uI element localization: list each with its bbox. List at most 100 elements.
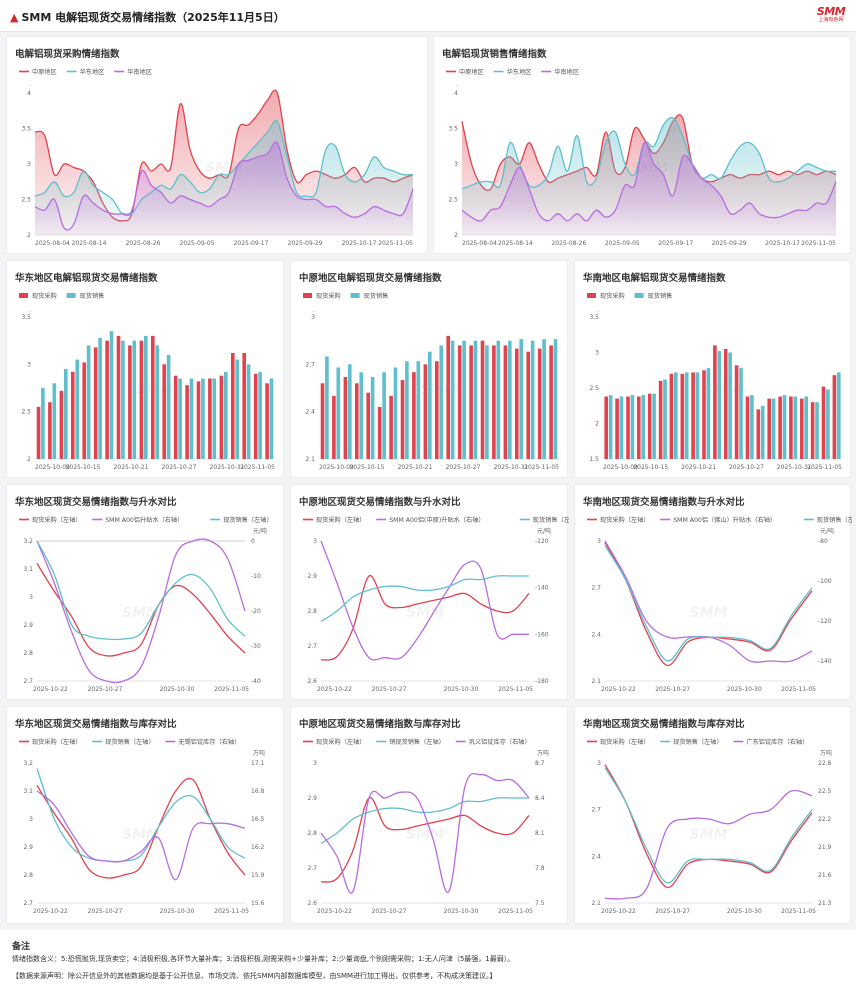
y-tick-label: 3 (311, 314, 315, 321)
x-tick-label: 2025-10-09 (603, 464, 638, 471)
series-line (320, 540, 529, 661)
x-tick-label: 2025-10-15 (633, 464, 668, 471)
bar-sales (336, 367, 341, 459)
bar-sales (630, 395, 635, 459)
bar-sales (553, 339, 558, 459)
legend-label: 现货销售（左轴） (673, 738, 723, 746)
x-tick-label: 2025-10-22 (601, 686, 636, 693)
chart-title: 华东地区现货交易情绪指数与升水对比 (15, 497, 177, 508)
legend-label: 现货销售（左轴） (105, 738, 155, 746)
bar-purchase (105, 340, 109, 459)
y-tick-label: 3.1 (23, 788, 33, 795)
bar-sales (224, 371, 228, 459)
bar-sales (86, 345, 91, 459)
y-tick-label: 2.8 (307, 830, 317, 837)
chart-panel-central-bar: 中原地区电解铝现货交易情绪指数 现货采购 现货销售 - 2.1 2.4 2.7 3 2025-… (290, 260, 568, 478)
legend-label: 华南地区 (554, 68, 579, 76)
bar-purchase (71, 371, 75, 459)
x-tick-label: 2025-10-30 (160, 908, 195, 915)
legend-label: 现货销售（左轴） (223, 516, 273, 524)
chart-svg: 现货采购（左轴） SMM A00铝（佛山）升贴水（右轴） 现货销售（左轴） 2.1 2.… (587, 516, 852, 693)
bar-purchase (821, 386, 826, 459)
y-tick-label: 2.6 (307, 678, 317, 685)
x-tick-label: 2025-10-27 (655, 908, 690, 915)
chart-title: 中原地区现货交易情绪指数与库存对比 (299, 719, 461, 730)
y-tick-label: 3.1 (23, 566, 33, 573)
legend-label: 现货销售（左轴） (533, 516, 569, 524)
bar-purchase (457, 345, 462, 459)
bar-purchase (446, 335, 450, 459)
y-tick-label: 2.9 (23, 844, 33, 851)
bar-sales (519, 339, 523, 459)
series-area (35, 141, 413, 235)
x-tick-label: 2025-10-31 (210, 464, 245, 471)
y2-tick-label: 22.5 (818, 788, 832, 795)
y2-tick-label: 21.3 (818, 900, 832, 907)
x-tick-label: 2025-08-14 (72, 240, 107, 247)
y-tick-label: 3 (454, 161, 458, 168)
bar-purchase (423, 364, 428, 459)
page-title: ▲ SMM 电解铝现货交易情绪指数（2025年11月5日） (10, 9, 285, 25)
chart-panel-central-inventory: 中原地区现货交易情绪指数与库存对比 现货采购（左轴） 销现货销售（左轴） 巩义铝锭库… (290, 706, 568, 924)
chart-title: 华东地区电解铝现货交易情绪指数 (15, 273, 158, 284)
axis-dot: - (29, 309, 31, 315)
bar-purchase (173, 375, 178, 459)
bar-purchase (745, 396, 750, 459)
chart-panel-south-inventory: 华南地区现货交易情绪指数与库存对比 现货采购（左轴） 现货销售（左轴） 广东铝锭库存… (574, 706, 851, 924)
y-tick-label: 3.5 (589, 314, 599, 321)
bar-purchase (208, 378, 212, 459)
y2-tick-label: -40 (251, 678, 261, 685)
x-tick-label: 2025-08-14 (498, 240, 533, 247)
y2-unit: 万吨 (253, 749, 265, 757)
legend-swatch (66, 293, 76, 298)
y2-unit: 元/吨 (253, 527, 267, 535)
y-tick-label: 2.1 (305, 456, 315, 463)
bar-sales (760, 405, 765, 460)
y-tick-label: 2.6 (307, 900, 317, 907)
x-tick-label: 2025-08-04 (35, 240, 70, 247)
x-tick-label: 2025-10-27 (162, 464, 197, 471)
legend-swatch (19, 293, 28, 298)
legend-label: 现货采购 (600, 292, 625, 300)
y2-tick-label: 8.1 (535, 830, 545, 837)
bar-sales (269, 378, 274, 459)
y2-tick-label: 7.8 (535, 865, 545, 872)
x-tick-label: 2025-11-05 (498, 686, 533, 693)
x-tick-label: 2025-10-30 (727, 686, 762, 693)
header-bar: ▲ SMM 电解铝现货交易情绪指数（2025年11月5日） SMM 上海有色网 (0, 0, 856, 32)
y-tick-label: 2.5 (21, 197, 31, 204)
y2-tick-label: 0 (251, 538, 255, 545)
legend-label: 现货销售（左轴） (817, 516, 852, 524)
x-tick-label: 2025-11-05 (781, 686, 816, 693)
chart-panel-sales-sentiment: 电解铝现货销售情绪指数 中原地区 华东地区 华南地区 - 2 2.5 3 3.5 4 2025-0… (433, 36, 851, 254)
bar-purchase (637, 396, 641, 459)
x-tick-label: 2025-10-30 (444, 686, 479, 693)
y-tick-label: 2 (595, 421, 599, 428)
chart-panel-central-premium: 中原地区现货交易情绪指数与升水对比 现货采购（左轴） SMM A00铝(中原)升贴… (290, 484, 569, 700)
bar-purchase (343, 377, 348, 459)
series-line (604, 545, 813, 662)
y-tick-label: 2.7 (307, 865, 317, 872)
bar-purchase (355, 383, 359, 459)
watermark: SMM (704, 382, 742, 398)
chart-svg: 现货采购（左轴） 现货销售（左轴） 无锡铝锭库存（右轴） 2.7 2.8 2.9 3 3.1 3… (19, 738, 265, 915)
bar-sales (804, 396, 808, 459)
bar-sales (98, 337, 102, 459)
legend-label: 巩义铝锭库存（右轴） (469, 738, 531, 746)
bar-sales (485, 345, 489, 459)
axis-dot: - (597, 309, 599, 315)
y-tick-label: 2.4 (591, 631, 601, 638)
y2-tick-label: 15.9 (251, 872, 265, 879)
bar-sales (462, 340, 466, 459)
bar-sales (684, 372, 689, 459)
bar-purchase (242, 353, 246, 459)
y-tick-label: 3 (595, 350, 599, 357)
legend-label: 现货采购（左轴） (316, 738, 366, 746)
bar-sales (121, 340, 125, 459)
x-tick-label: 2025-10-30 (160, 686, 195, 693)
y-tick-label: 3.2 (23, 538, 33, 545)
notes-definition: 情绪指数含义：5:恐慌抛货,现货卖空；4:消极积极,各环节大量补库；3:消极积极… (12, 955, 515, 963)
x-tick-label: 2025-10-31 (777, 464, 812, 471)
notes-section: 备注 情绪指数含义：5:恐慌抛货,现货卖空；4:消极积极,各环节大量补库；3:消… (0, 930, 856, 985)
